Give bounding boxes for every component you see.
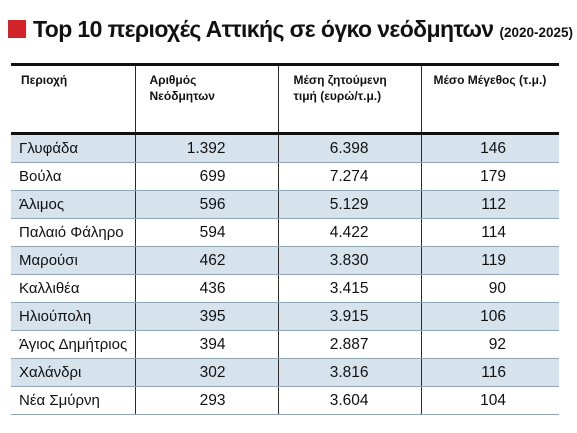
column-header-new-builds: Αριθμός Νεόδμητων — [134, 66, 278, 135]
table-row: Νέα Σμύρνη 293 3.604 104 — [11, 386, 559, 415]
new-builds-cell: 436 — [134, 274, 278, 303]
new-builds-cell: 394 — [134, 330, 278, 359]
table-top-rule — [11, 63, 559, 66]
table-row: Άλιμος 596 5.129 112 — [11, 190, 559, 219]
column-header-line: Μέσο Μέγεθος (τ.μ.) — [433, 73, 547, 87]
avg-price-cell: 2.887 — [277, 330, 421, 359]
avg-size-cell: 106 — [420, 302, 559, 331]
area-cell: Χαλάνδρι — [11, 358, 135, 387]
table-row: Χαλάνδρι 302 3.816 116 — [11, 358, 559, 387]
new-builds-cell: 1.392 — [134, 133, 278, 163]
table-row: Παλαιό Φάληρο 594 4.422 114 — [11, 218, 559, 247]
avg-price-cell: 7.274 — [277, 162, 421, 191]
area-cell: Άλιμος — [11, 190, 135, 219]
avg-price-cell: 3.830 — [277, 246, 421, 275]
avg-price-cell: 3.915 — [277, 302, 421, 331]
area-cell: Άγιος Δημήτριος — [11, 330, 135, 359]
avg-size-cell: 179 — [420, 162, 559, 191]
column-header-avg-size: Μέσο Μέγεθος (τ.μ.) — [420, 66, 559, 135]
area-cell: Καλλιθέα — [11, 274, 135, 303]
area-cell: Βούλα — [11, 162, 135, 191]
table-row: Γλυφάδα 1.392 6.398 146 — [11, 133, 559, 163]
column-header-line: Μέση ζητούμενη — [293, 73, 387, 87]
table-body: Γλυφάδα 1.392 6.398 146 Βούλα 699 7.274 179 Άλιμ… — [11, 133, 559, 415]
new-builds-cell: 594 — [134, 218, 278, 247]
column-header-line: Νεόδμητων — [149, 89, 215, 103]
table-header-row: Περιοχή Αριθμός Νεόδμητων Μέση ζητούμενη… — [11, 66, 559, 135]
table-row: Άγιος Δημήτριος 394 2.887 92 — [11, 330, 559, 359]
avg-size-cell: 119 — [420, 246, 559, 275]
avg-size-cell: 116 — [420, 358, 559, 387]
new-builds-cell: 462 — [134, 246, 278, 275]
new-builds-cell: 302 — [134, 358, 278, 387]
new-builds-cell: 293 — [134, 386, 278, 415]
chart-title: Top 10 περιοχές Αττικής σε όγκο νεόδμητω… — [33, 15, 494, 42]
avg-size-cell: 92 — [420, 330, 559, 359]
table-row: Ηλιούπολη 395 3.915 106 — [11, 302, 559, 331]
area-cell: Ηλιούπολη — [11, 302, 135, 331]
area-cell: Μαρούσι — [11, 246, 135, 275]
table-row: Μαρούσι 462 3.830 119 — [11, 246, 559, 275]
chart-period: (2020-2025) — [499, 24, 574, 40]
avg-price-cell: 6.398 — [277, 133, 421, 163]
new-builds-cell: 395 — [134, 302, 278, 331]
avg-price-cell: 5.129 — [277, 190, 421, 219]
data-table-container: Περιοχή Αριθμός Νεόδμητων Μέση ζητούμενη… — [11, 63, 559, 415]
area-cell: Νέα Σμύρνη — [11, 386, 135, 415]
column-header-avg-price: Μέση ζητούμενη τιμή (ευρώ/τ.μ.) — [277, 66, 421, 135]
avg-size-cell: 114 — [420, 218, 559, 247]
table-row: Βούλα 699 7.274 179 — [11, 162, 559, 191]
chart-title-row: Top 10 περιοχές Αττικής σε όγκο νεόδμητω… — [8, 14, 573, 44]
avg-size-cell: 90 — [420, 274, 559, 303]
new-builds-cell: 699 — [134, 162, 278, 191]
area-cell: Παλαιό Φάληρο — [11, 218, 135, 247]
avg-size-cell: 104 — [420, 386, 559, 415]
avg-price-cell: 3.816 — [277, 358, 421, 387]
table-row: Καλλιθέα 436 3.415 90 — [11, 274, 559, 303]
avg-price-cell: 4.422 — [277, 218, 421, 247]
avg-size-cell: 146 — [420, 133, 559, 163]
area-cell: Γλυφάδα — [11, 133, 135, 163]
column-header-line: τιμή (ευρώ/τ.μ.) — [293, 89, 382, 103]
avg-price-cell: 3.415 — [277, 274, 421, 303]
column-header-area: Περιοχή — [11, 66, 135, 135]
column-header-line: Περιοχή — [21, 73, 68, 87]
avg-size-cell: 112 — [420, 190, 559, 219]
new-builds-cell: 596 — [134, 190, 278, 219]
red-square-icon — [8, 20, 26, 38]
avg-price-cell: 3.604 — [277, 386, 421, 415]
data-table: Περιοχή Αριθμός Νεόδμητων Μέση ζητούμενη… — [11, 66, 559, 415]
column-header-line: Αριθμός — [149, 73, 197, 87]
